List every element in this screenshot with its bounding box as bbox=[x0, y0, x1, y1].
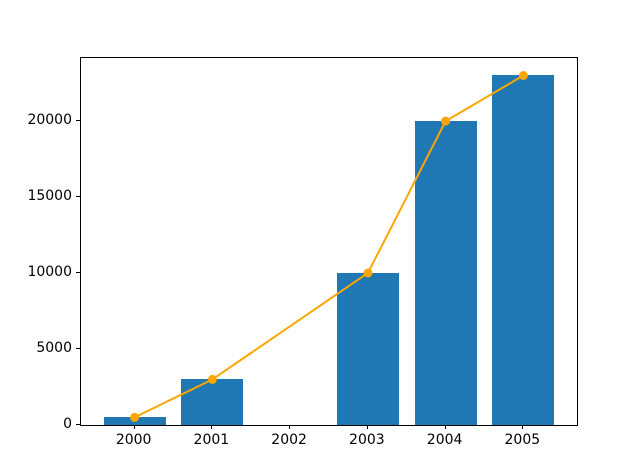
x-tick-label: 2005 bbox=[504, 432, 541, 448]
plot-area bbox=[80, 57, 578, 426]
x-tick-mark bbox=[133, 425, 135, 429]
y-tick-mark bbox=[76, 424, 80, 425]
y-tick-label: 0 bbox=[63, 416, 72, 432]
y-tick-label: 15000 bbox=[27, 188, 72, 205]
y-tick-label: 10000 bbox=[27, 264, 72, 281]
y-tick-mark bbox=[76, 272, 80, 274]
bar-2004 bbox=[414, 121, 477, 425]
y-tick-mark bbox=[76, 120, 80, 122]
line-marker-2000 bbox=[130, 412, 140, 422]
y-tick-label: 5000 bbox=[36, 340, 72, 357]
bars-layer bbox=[81, 58, 577, 425]
x-tick-mark bbox=[289, 425, 291, 429]
x-tick-mark bbox=[522, 425, 524, 429]
x-tick-mark bbox=[444, 425, 446, 429]
trend-line bbox=[134, 74, 524, 419]
x-tick-label: 2004 bbox=[426, 432, 463, 448]
line-marker-2003 bbox=[363, 268, 373, 278]
line-marker-2005 bbox=[518, 71, 528, 80]
bar-2001 bbox=[181, 379, 244, 425]
y-tick-mark bbox=[76, 196, 80, 198]
line-marker-2004 bbox=[441, 116, 451, 126]
x-tick-label: 2001 bbox=[193, 432, 230, 448]
x-tick-label: 2000 bbox=[115, 432, 152, 448]
x-tick-mark bbox=[366, 425, 368, 429]
x-tick-mark bbox=[211, 425, 213, 429]
x-tick-label: 2003 bbox=[349, 432, 385, 448]
bar-2003 bbox=[336, 273, 399, 425]
line-marker-2001 bbox=[207, 374, 217, 384]
x-tick-label: 2002 bbox=[271, 432, 307, 448]
y-tick-mark bbox=[76, 348, 80, 350]
y-tick-label: 20000 bbox=[27, 112, 72, 129]
line-layer bbox=[130, 71, 528, 422]
bar-2005 bbox=[492, 75, 555, 425]
